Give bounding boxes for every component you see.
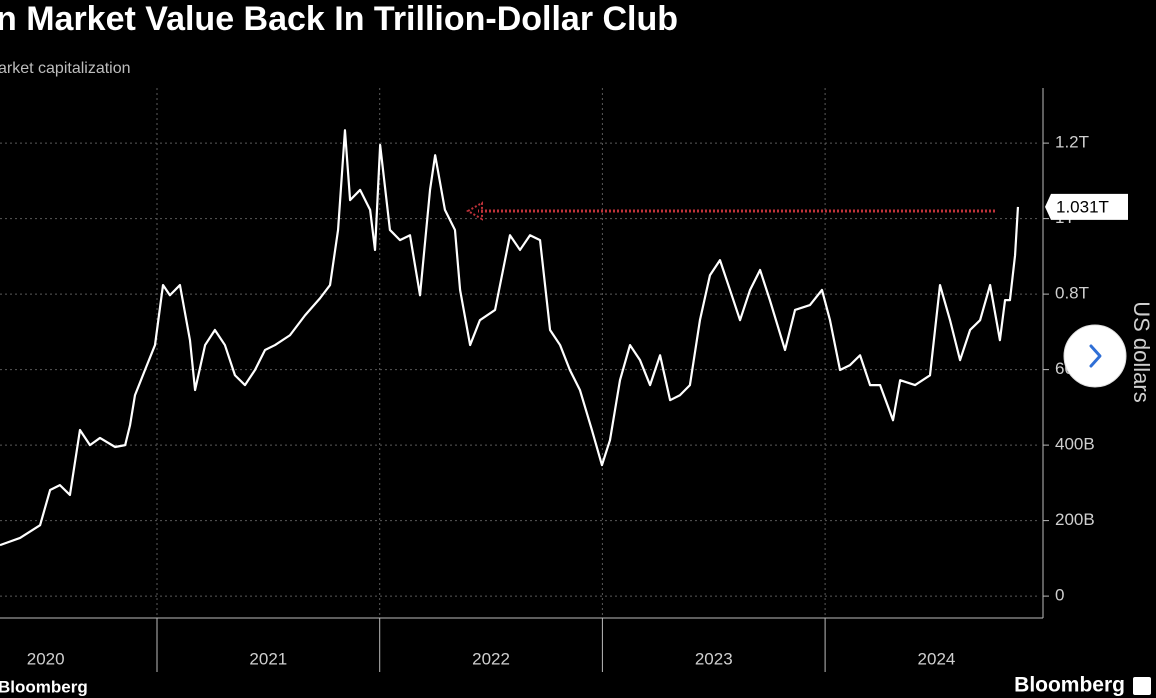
y-tick-label: 0.8T (1055, 284, 1089, 303)
arrow-head (465, 201, 483, 221)
x-tick-label: 2022 (472, 649, 510, 668)
series-group (0, 129, 1020, 547)
y-tick-label: 200B (1055, 510, 1095, 529)
y-tick-label: 0 (1055, 586, 1064, 605)
data-line (0, 129, 1020, 547)
value-label: 1.031T (1045, 193, 1128, 220)
y-axis-label: US dollars (1129, 301, 1154, 402)
source-left: Bloomberg (0, 677, 88, 696)
x-tick-label: 2023 (695, 649, 733, 668)
x-tick-label: 2024 (918, 649, 956, 668)
x-tick-label: 2020 (27, 649, 65, 668)
y-tick-label: 400B (1055, 435, 1095, 454)
chart-title: n Market Value Back In Trillion-Dollar C… (0, 0, 678, 38)
button-circle[interactable] (1063, 324, 1127, 388)
x-tick-label: 2021 (249, 649, 287, 668)
source-right: Bloomberg (1014, 674, 1125, 697)
chevron-icon[interactable] (1089, 344, 1102, 368)
value-label-text: 1.031T (1056, 197, 1109, 216)
annotation-arrow (465, 201, 995, 221)
logo-icon (1133, 677, 1151, 695)
y-tick-label: 1.2T (1055, 133, 1089, 152)
value-label-box (1045, 193, 1128, 220)
carousel-next-button[interactable] (1063, 324, 1127, 388)
chart-subtitle: arket capitalization (0, 60, 131, 77)
